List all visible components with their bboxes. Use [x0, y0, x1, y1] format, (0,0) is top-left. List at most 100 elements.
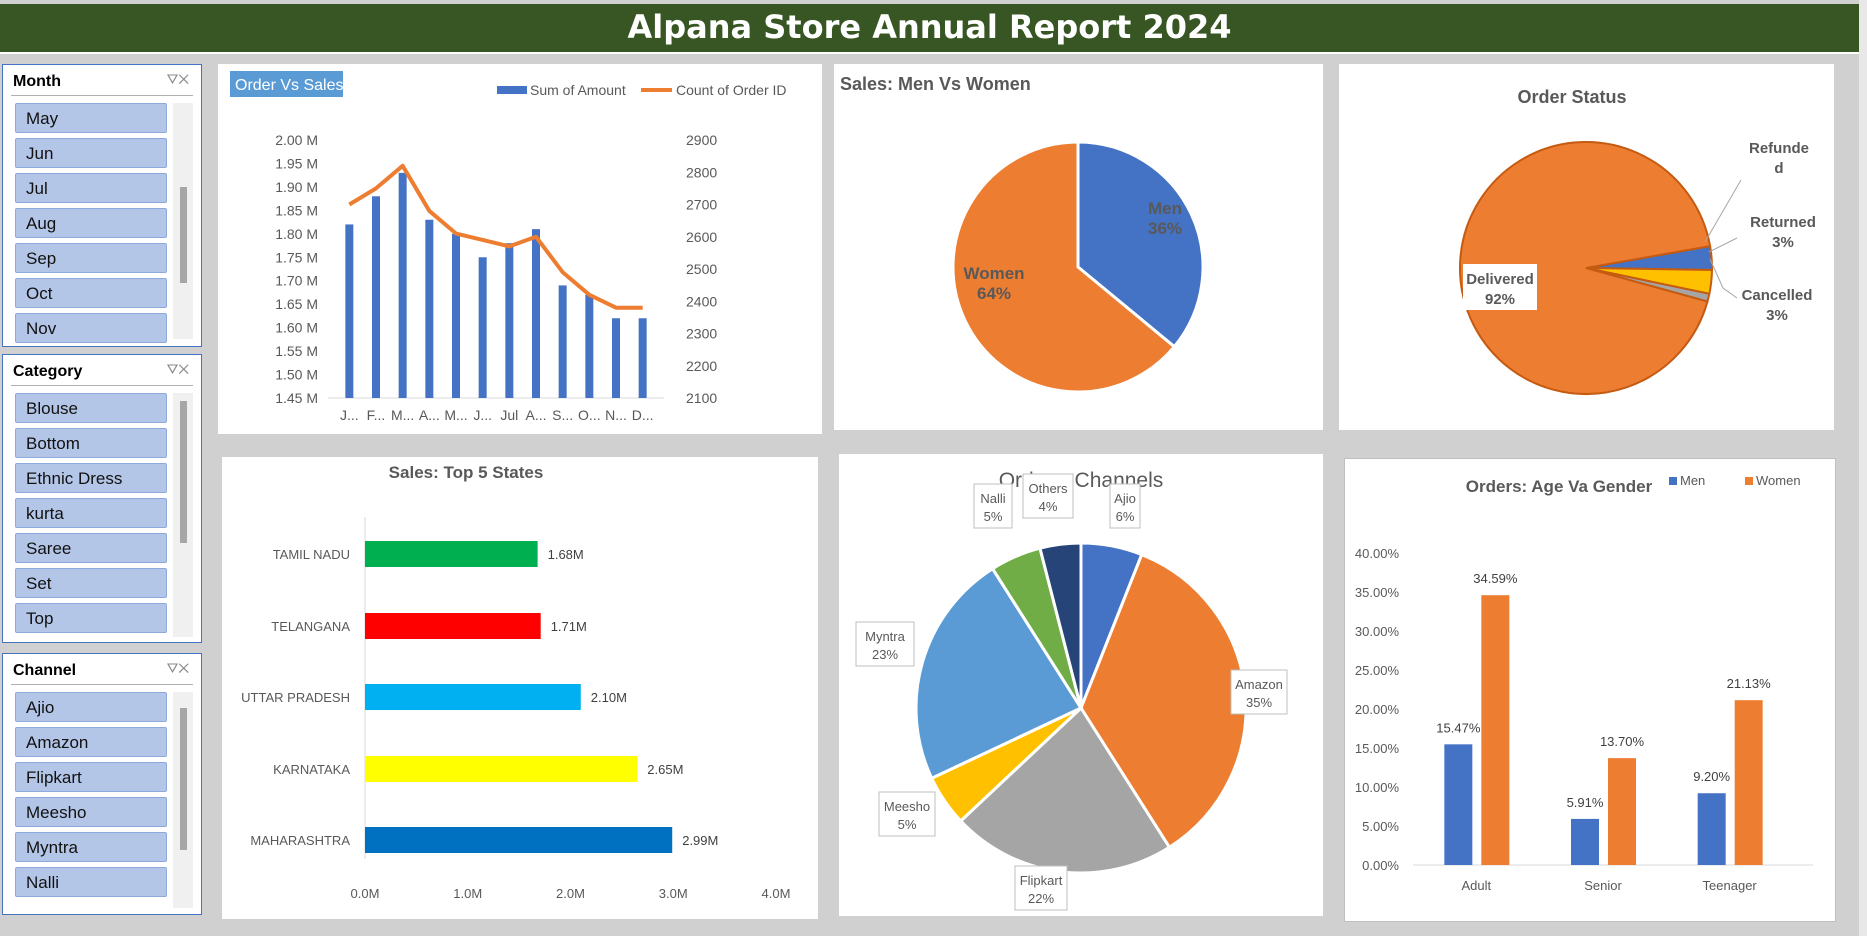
pie-label-name: Meesho [884, 799, 930, 814]
right-tick-label: 2200 [686, 358, 717, 374]
right-tick-label: 2400 [686, 293, 717, 309]
y-tick-label: 15.00% [1355, 741, 1400, 756]
slicer-title: Category [13, 363, 83, 380]
leader-line [1708, 237, 1738, 253]
slicer-item[interactable]: Sep [15, 243, 167, 273]
slicer-item[interactable]: Set [15, 568, 167, 598]
age-gender-chart: Orders: Age Va Gender 40.00% 35.00% 30.00% 2… [1355, 473, 1813, 893]
slicer-scrollbar[interactable] [173, 103, 193, 339]
bar-value-label: 2.65M [647, 762, 683, 777]
bar-amount [558, 285, 567, 398]
slicer-item[interactable]: Oct [15, 278, 167, 308]
x-tick-label: A... [419, 407, 440, 423]
bar-men [1697, 793, 1726, 865]
clear-filter-icon[interactable]: ⛛✕ [166, 71, 189, 87]
slicer-item[interactable]: Saree [15, 533, 167, 563]
men-vs-women-panel[interactable]: Sales: Men Vs Women Men 36% Women 64% [834, 64, 1323, 430]
x-tick-label: 4.0M [762, 886, 791, 901]
pie-label-percent: 6% [1116, 509, 1135, 524]
slicer-scrollbar[interactable] [173, 692, 193, 908]
pie-label-name: Flipkart [1020, 873, 1063, 888]
scrollbar-thumb[interactable] [180, 187, 187, 283]
slicer-item[interactable]: Nov [15, 313, 167, 343]
left-tick-label: 1.75 M [275, 249, 318, 265]
right-tick-label: 2600 [686, 229, 717, 245]
slicer-item[interactable]: Myntra [15, 832, 167, 862]
left-tick-label: 1.55 M [275, 343, 318, 359]
bar-women [1608, 758, 1636, 865]
order-status-panel[interactable]: Order Status Cancelled 3% Returned 3% Refunde… [1339, 64, 1834, 430]
slicer-item[interactable]: Amazon [15, 727, 167, 757]
slicer-item[interactable]: Jun [15, 138, 167, 168]
x-tick-label: 3.0M [659, 886, 688, 901]
bar-value-label: 13.70% [1600, 734, 1645, 749]
pie-label-name: Returned [1750, 214, 1816, 231]
slicer-item[interactable]: Flipkart [15, 762, 167, 792]
bar-state [365, 827, 673, 853]
bar-men [1571, 818, 1599, 865]
slicer-item[interactable]: Aug [15, 208, 167, 238]
chart-title: Sales: Top 5 States [389, 463, 544, 482]
slicer-item[interactable]: Meesho [15, 797, 167, 827]
slicer-item[interactable]: Jul [15, 173, 167, 203]
category-label: KARNATAKA [273, 762, 350, 777]
slicer-item[interactable]: Ethnic Dress [15, 463, 167, 493]
slicer-item[interactable]: Bottom [15, 428, 167, 458]
pie-slice-women [951, 140, 1177, 394]
age-gender-panel[interactable]: Orders: Age Va Gender 40.00% 35.00% 30.00% 2… [1344, 458, 1836, 922]
y-tick-label: 0.00% [1362, 858, 1399, 873]
y-tick-label: 20.00% [1355, 702, 1400, 717]
bar-women [1734, 700, 1763, 865]
data-label-box [1014, 865, 1068, 911]
clear-filter-icon[interactable]: ⛛✕ [166, 660, 189, 676]
slicer-title: Channel [13, 662, 77, 679]
slicer-item[interactable]: Blouse [15, 393, 167, 423]
month-slicer[interactable]: Month ⛛✕ May Jun Jul Aug Sep Oct Nov [2, 64, 202, 347]
data-label-box [1022, 473, 1074, 519]
bar-amount [425, 219, 434, 398]
x-tick-label: J... [473, 407, 492, 423]
pie-label-percent: 4% [1039, 499, 1058, 514]
pie-label-name: Men [1148, 199, 1182, 218]
scrollbar-thumb[interactable] [180, 708, 187, 850]
x-tick-label: S... [552, 407, 573, 423]
pie-label-name: Nalli [980, 491, 1005, 506]
legend-swatch [1669, 477, 1677, 485]
order-vs-sales-panel[interactable]: Order Vs Sales 2.00 M 1.95 M 1.90 M 1.85 M 1.… [218, 64, 822, 434]
left-tick-label: 1.70 M [275, 273, 318, 289]
bar-amount [398, 172, 407, 398]
y-tick-label: 25.00% [1355, 663, 1400, 678]
order-vs-sales-chart: Order Vs Sales 2.00 M 1.95 M 1.90 M 1.85 M 1.… [230, 71, 787, 423]
clear-filter-icon[interactable]: ⛛✕ [166, 361, 189, 377]
bar-state [365, 756, 638, 782]
slicer-item[interactable]: May [15, 103, 167, 133]
slicer-item[interactable]: Nalli [15, 867, 167, 897]
report-title-bar: Alpana Store Annual Report 2024 [0, 4, 1859, 54]
x-tick-label: J... [340, 407, 359, 423]
category-slicer[interactable]: Category ⛛✕ Blouse Bottom Ethnic Dress k… [2, 354, 202, 643]
pie-label-name: Refunde [1749, 140, 1809, 157]
channels-panel[interactable]: Orders: Channels Ajio 6% Amazon 35% Flipkart 2… [839, 454, 1323, 916]
legend-swatch-amount [497, 86, 527, 94]
report-title: Alpana Store Annual Report 2024 [627, 8, 1232, 46]
y-tick-label: 30.00% [1355, 624, 1400, 639]
x-tick-label: 1.0M [453, 886, 482, 901]
category-label: TELANGANA [271, 619, 350, 634]
bar-value-label: 2.99M [682, 833, 718, 848]
slicer-item[interactable]: kurta [15, 498, 167, 528]
pie-label-percent: 92% [1485, 291, 1515, 308]
data-label-box [1109, 483, 1141, 529]
slicer-item[interactable]: Top [15, 603, 167, 633]
channel-slicer[interactable]: Channel ⛛✕ Ajio Amazon Flipkart Meesho M… [2, 653, 202, 915]
slicer-item[interactable]: Ajio [15, 692, 167, 722]
top5-states-panel[interactable]: Sales: Top 5 States TAMIL NADU 1.68M TELANG… [222, 457, 818, 919]
leader-line [1704, 179, 1742, 243]
right-tick-label: 2100 [686, 390, 717, 406]
legend-label-count: Count of Order ID [676, 82, 787, 98]
bar-amount [532, 229, 540, 398]
bar-value-label: 1.71M [551, 619, 587, 634]
scrollbar-thumb[interactable] [180, 401, 187, 543]
leader-line [1709, 258, 1738, 299]
slicer-scrollbar[interactable] [173, 393, 193, 637]
